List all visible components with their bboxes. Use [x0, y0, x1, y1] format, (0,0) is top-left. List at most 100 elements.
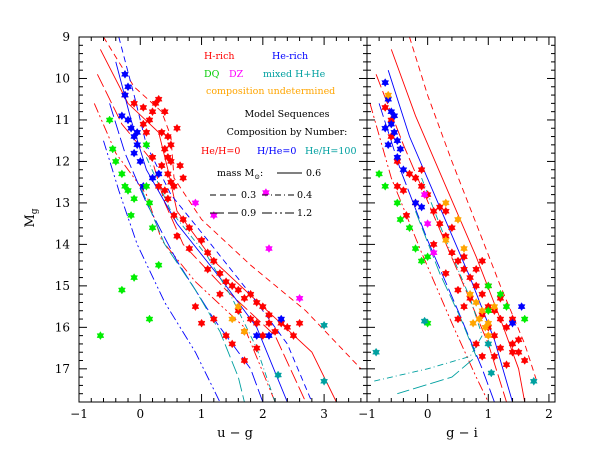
data-point-mixed-h-he: [487, 368, 496, 378]
data-point-dq: [142, 181, 151, 191]
model-curve: [118, 36, 313, 403]
data-point-he-rich: [381, 78, 390, 87]
data-point-h-rich: [246, 314, 255, 324]
legend-undetermined: composition undetermined: [206, 86, 335, 97]
data-point-he-rich: [381, 123, 390, 133]
data-point-h-rich: [179, 173, 187, 183]
data-point-h-rich: [289, 331, 298, 340]
data-point-dq: [111, 157, 120, 166]
data-point-h-rich: [393, 181, 402, 191]
data-point-he-rich: [393, 152, 402, 162]
data-point-he-rich: [154, 169, 163, 179]
x-tick-label: 3: [320, 407, 328, 421]
data-point-h-rich: [402, 211, 411, 220]
y-tick-label: 13: [55, 196, 70, 210]
data-point-h-rich: [164, 132, 172, 141]
data-point-composition-undetermined: [481, 322, 490, 332]
data-point-h-rich: [454, 285, 462, 295]
y-tick-label: 15: [55, 279, 70, 293]
data-point-h-rich: [154, 94, 163, 104]
data-point-dq: [127, 211, 135, 220]
data-point-h-rich: [496, 314, 505, 324]
data-point-h-rich: [265, 318, 273, 328]
data-point-h-rich: [222, 331, 230, 340]
data-point-h-rich: [295, 318, 304, 328]
data-point-h-rich: [139, 103, 148, 112]
data-point-h-rich: [381, 103, 390, 112]
data-point-mixed-h-he: [484, 339, 493, 349]
model-curve: [109, 103, 264, 403]
data-point-composition-undetermined: [442, 235, 450, 245]
model-curve: [103, 36, 362, 370]
legend-mass-sub: ⊙: [254, 173, 260, 181]
data-point-h-rich: [460, 252, 468, 262]
data-point-he-rich: [127, 123, 135, 133]
y-tick-label: 14: [55, 237, 71, 251]
y-tick-label: 12: [55, 154, 70, 168]
data-point-dq: [96, 331, 105, 340]
data-point-h-rich: [442, 206, 450, 216]
data-point-mixed-h-he: [320, 376, 328, 386]
data-point-h-rich: [203, 264, 212, 274]
data-point-he-rich: [508, 318, 517, 328]
model-curve: [390, 49, 526, 403]
data-point-h-rich: [417, 181, 426, 191]
data-point-mixed-h-he: [320, 320, 328, 330]
data-point-h-rich: [142, 128, 151, 137]
data-point-composition-undetermined: [442, 198, 450, 208]
data-point-composition-undetermined: [472, 298, 480, 307]
data-point-dq: [484, 281, 493, 291]
points-left: [96, 69, 328, 386]
data-point-dq: [154, 260, 163, 270]
data-point-mixed-h-he: [274, 370, 282, 380]
x-tick-label: −1: [70, 407, 88, 421]
data-point-h-rich: [490, 352, 499, 361]
data-point-he-rich: [393, 136, 402, 146]
data-point-h-rich: [209, 256, 218, 266]
legend-mass-main: mass M: [217, 168, 254, 179]
data-point-h-rich: [197, 235, 206, 245]
data-point-he-rich: [277, 314, 286, 324]
data-point-mixed-h-he: [529, 376, 538, 386]
data-point-h-rich: [148, 107, 157, 117]
data-point-h-rich: [176, 161, 184, 170]
data-point-h-rich: [466, 273, 474, 282]
data-point-h-rich: [203, 248, 212, 258]
data-point-h-rich: [173, 123, 181, 133]
data-point-h-rich: [157, 128, 166, 137]
data-point-dq: [520, 314, 529, 324]
legend-mass-label: mass M⊙:: [217, 168, 263, 181]
y-axis-main: M: [23, 214, 38, 227]
data-point-h-rich: [145, 115, 154, 125]
data-point-h-rich: [259, 302, 267, 311]
data-point-dq: [145, 198, 154, 208]
legend-he-h-100: He/H=100: [305, 146, 357, 157]
data-point-dz: [265, 244, 273, 253]
model-curve: [139, 186, 245, 403]
legend-h-he-0: H/He=0: [257, 146, 296, 157]
data-point-he-rich: [130, 148, 138, 158]
legend-he-rich: He-rich: [272, 51, 308, 62]
data-point-dq: [393, 198, 402, 208]
data-point-h-rich: [514, 335, 523, 345]
data-point-he-rich: [384, 140, 393, 150]
data-point-composition-undetermined: [478, 306, 487, 316]
data-point-he-rich: [118, 111, 126, 121]
data-point-dq: [375, 169, 383, 179]
data-point-dq: [145, 314, 154, 324]
data-point-h-rich: [283, 322, 292, 332]
model-curve: [409, 36, 538, 382]
data-point-he-rich: [133, 140, 142, 150]
data-point-h-rich: [179, 215, 187, 224]
data-point-dq: [496, 289, 505, 299]
data-point-composition-undetermined: [469, 318, 477, 328]
y-tick-label: 10: [55, 71, 70, 85]
data-point-he-rich: [390, 128, 399, 137]
data-point-h-rich: [508, 347, 517, 357]
data-point-h-rich: [252, 298, 261, 307]
data-point-he-rich: [121, 69, 129, 79]
data-point-h-rich: [502, 360, 511, 370]
legend-he-h-0: He/H=0: [201, 146, 240, 157]
